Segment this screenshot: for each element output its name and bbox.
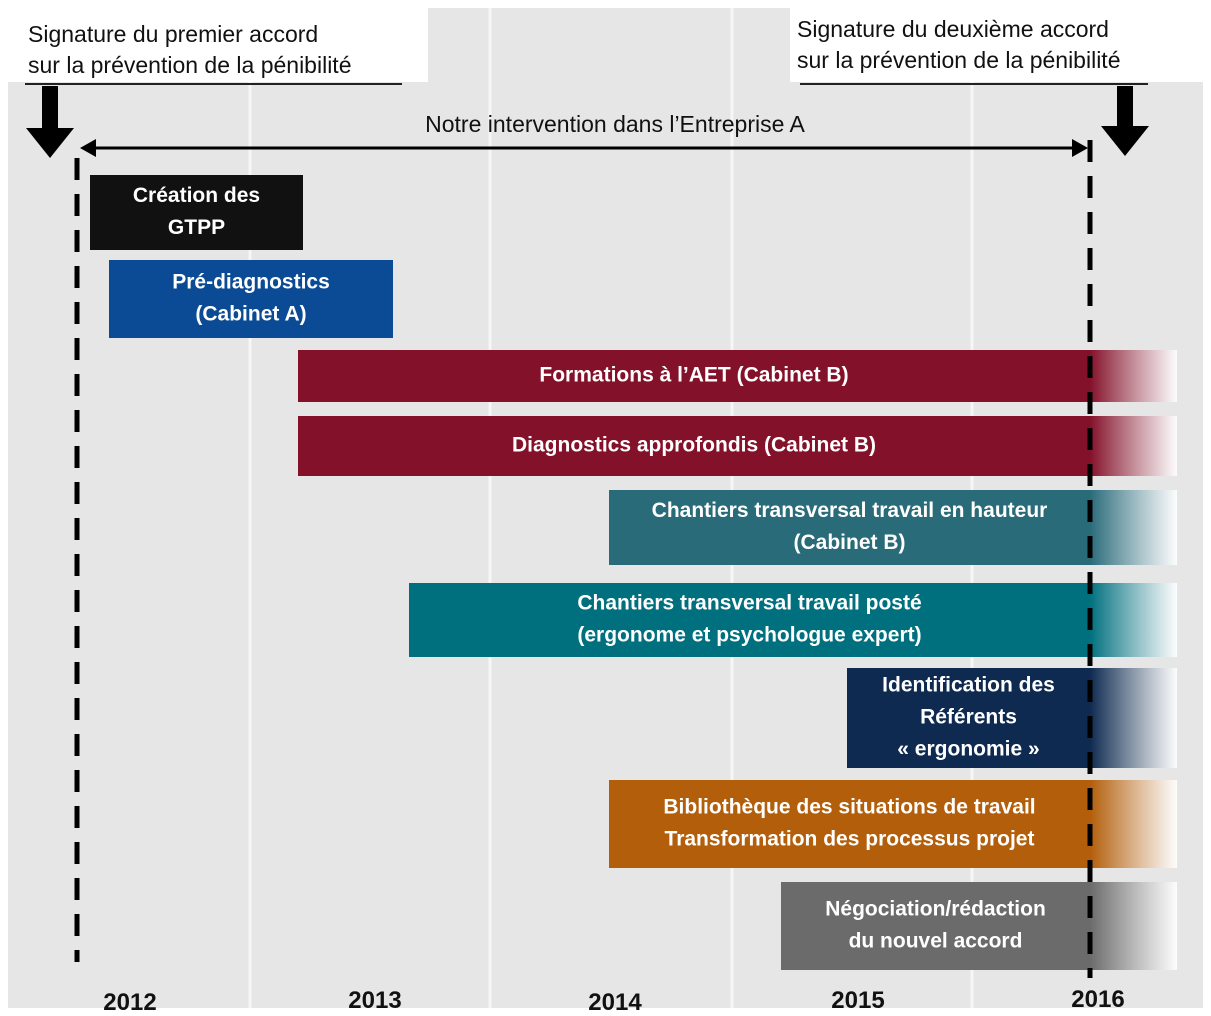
activity-label: « ergonomie »: [897, 738, 1039, 761]
activity-label: (Cabinet A): [195, 303, 306, 326]
activity-bar: [409, 583, 1090, 657]
activity-label: Négociation/rédaction: [825, 898, 1046, 921]
activity-label: (Cabinet B): [794, 531, 906, 554]
activity-bar: [109, 260, 393, 338]
activity-label: Formations à l’AET (Cabinet B): [539, 364, 848, 387]
activity-bar: [847, 668, 1090, 768]
activity-fade: [1090, 416, 1177, 476]
year-label: 2013: [348, 987, 401, 1014]
right-note: sur la prévention de la pénibilité: [797, 47, 1120, 73]
right-note: Signature du deuxième accord: [797, 16, 1109, 42]
activity-label: Chantiers transversal travail posté: [577, 592, 921, 615]
year-label: 2012: [103, 989, 156, 1016]
left-note: sur la prévention de la pénibilité: [28, 52, 351, 78]
activity-label: du nouvel accord: [849, 930, 1023, 953]
activity-fade: [1090, 882, 1177, 970]
down-arrow: [26, 86, 74, 158]
activity-bar: [90, 175, 303, 250]
activity-bar: [298, 416, 1090, 476]
activity-fade: [1090, 668, 1177, 768]
intervention-label: Notre intervention dans l’Entreprise A: [425, 111, 805, 137]
activities: Création des GTPP Pré-diagnostics (Cabinet …: [90, 175, 1177, 970]
activity-label: Chantiers transversal travail en hauteur: [652, 499, 1048, 522]
activity-bar: [609, 490, 1090, 565]
activity-label: Bibliothèque des situations de travail: [663, 796, 1035, 819]
activity-label: (ergonome et psychologue expert): [577, 624, 921, 647]
activity-label: Transformation des processus projet: [665, 828, 1035, 851]
years: 2012 2013 2014 2015 2016: [103, 986, 1124, 1016]
left-note-bg: [8, 8, 428, 82]
left-note: Signature du premier accord: [28, 21, 318, 47]
year-label: 2015: [831, 987, 884, 1014]
down-arrow: [1101, 86, 1149, 156]
year-label: 2014: [588, 989, 642, 1016]
activity-fade: [1090, 490, 1177, 565]
activity-label: Référents: [920, 706, 1017, 729]
activity-bar: [781, 882, 1090, 970]
activity-label: GTPP: [168, 216, 225, 239]
milestones: [74, 140, 1093, 978]
right-note-bg: [790, 8, 1203, 82]
activity-label: Identification des: [882, 674, 1055, 697]
activity-label: Création des: [133, 184, 260, 207]
activity-fade: [1090, 583, 1177, 657]
activity-fade: [1090, 350, 1177, 402]
activity-bar: [609, 780, 1090, 868]
activity-label: Pré-diagnostics: [172, 271, 330, 294]
activity-bar: [298, 350, 1090, 402]
year-label: 2016: [1071, 986, 1124, 1013]
activity-fade: [1090, 780, 1177, 868]
activity-label: Diagnostics approfondis (Cabinet B): [512, 434, 876, 457]
